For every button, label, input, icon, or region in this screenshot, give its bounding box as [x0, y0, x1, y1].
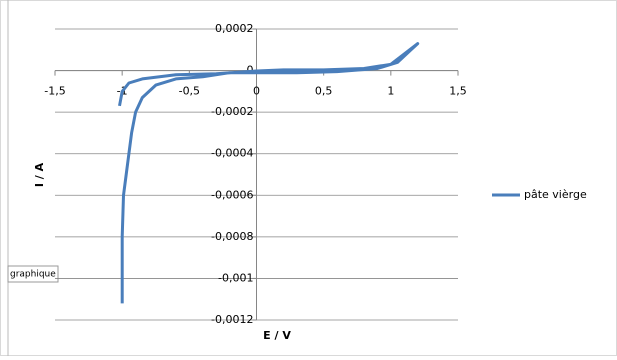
- x-tick-label: -0,5: [179, 85, 200, 98]
- tooltip-box: [7, 265, 59, 283]
- legend-label: pâte vièrge: [524, 188, 587, 201]
- x-tick-label: 1,5: [449, 85, 467, 98]
- y-tick-label: -0,0012: [211, 313, 253, 326]
- y-tick-label: -0,001: [218, 271, 253, 284]
- tooltip: graphique: [10, 270, 56, 280]
- y-tick-label: 0,0002: [215, 22, 254, 35]
- x-tick-label: -1,5: [44, 85, 65, 98]
- x-axis-title: E / V: [263, 329, 291, 342]
- y-tick-label: -0,0006: [211, 188, 253, 201]
- y-tick-label: -0,0002: [211, 105, 253, 118]
- data-line: [118, 42, 420, 304]
- x-tick-label: 0: [253, 85, 260, 98]
- y-tick-label: -0,0008: [211, 230, 253, 243]
- x-tick-label: 1: [387, 85, 394, 98]
- x-tick-label: 0,5: [315, 85, 333, 98]
- y-tick-label: -0,0004: [211, 147, 253, 160]
- y-axis-title: I / A: [33, 162, 46, 187]
